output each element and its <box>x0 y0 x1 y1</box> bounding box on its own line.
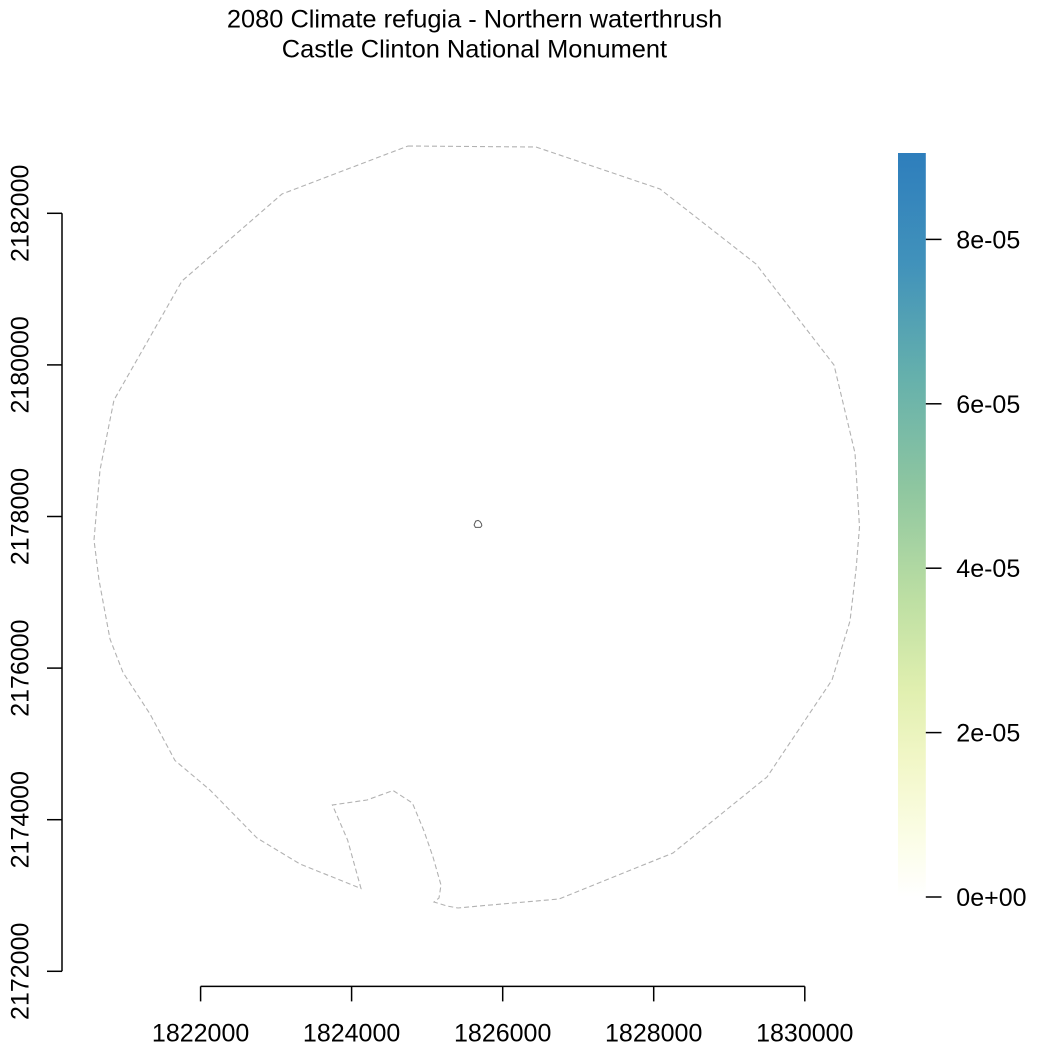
svg-text:1824000: 1824000 <box>303 1019 400 1047</box>
svg-text:2080 Climate refugia - Norther: 2080 Climate refugia - Northern waterthr… <box>227 6 722 34</box>
svg-text:1830000: 1830000 <box>756 1019 853 1047</box>
svg-text:2174000: 2174000 <box>7 771 35 868</box>
svg-text:8e-05: 8e-05 <box>956 226 1020 254</box>
svg-text:Castle Clinton National Monume: Castle Clinton National Monument <box>282 36 667 64</box>
svg-text:0e+00: 0e+00 <box>956 884 1026 912</box>
svg-text:6e-05: 6e-05 <box>956 391 1020 419</box>
svg-text:2182000: 2182000 <box>7 165 35 262</box>
svg-text:1822000: 1822000 <box>152 1019 249 1047</box>
svg-text:4e-05: 4e-05 <box>956 555 1020 583</box>
svg-text:2e-05: 2e-05 <box>956 720 1020 748</box>
svg-text:2180000: 2180000 <box>7 316 35 413</box>
svg-text:1828000: 1828000 <box>605 1019 702 1047</box>
svg-text:2172000: 2172000 <box>7 923 35 1020</box>
svg-text:2176000: 2176000 <box>7 619 35 716</box>
svg-text:1826000: 1826000 <box>454 1019 551 1047</box>
svg-text:2178000: 2178000 <box>7 468 35 565</box>
